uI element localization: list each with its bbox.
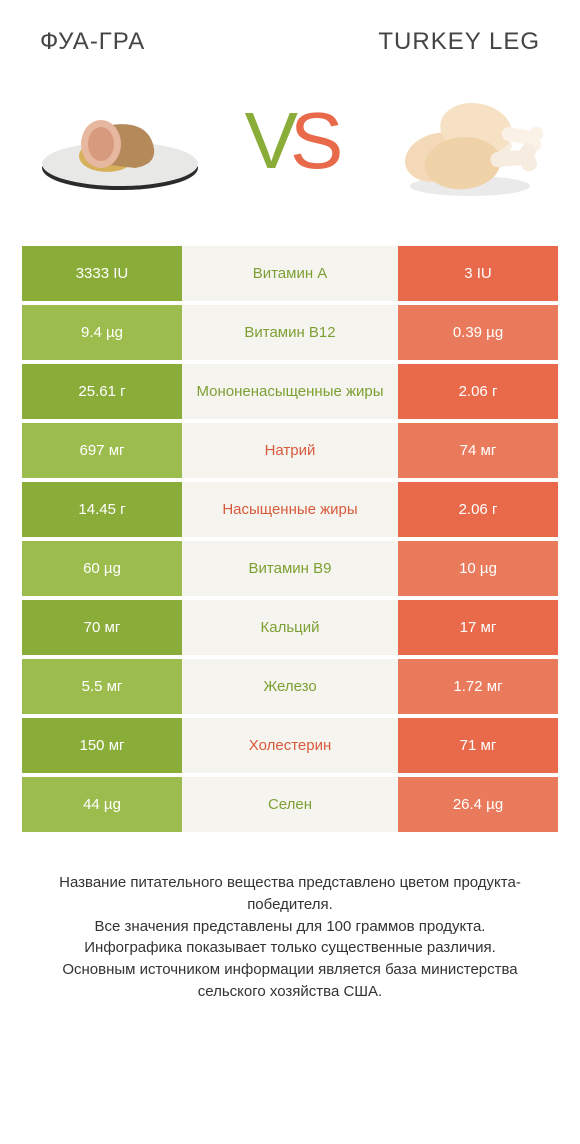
right-value: 71 мг bbox=[398, 718, 558, 773]
table-row: 697 мгНатрий74 мг bbox=[22, 423, 558, 478]
left-value: 70 мг bbox=[22, 600, 182, 655]
nutrient-label: Витамин B9 bbox=[182, 541, 398, 596]
foie-gras-icon bbox=[35, 86, 205, 196]
table-row: 14.45 гНасыщенные жиры2.06 г bbox=[22, 482, 558, 537]
footer-line: Инфографика показывает только существенн… bbox=[30, 937, 550, 959]
right-value: 0.39 µg bbox=[398, 305, 558, 360]
header: ФУА-ГРА TURKEY LEG bbox=[0, 0, 580, 66]
nutrient-label: Кальций bbox=[182, 600, 398, 655]
left-value: 44 µg bbox=[22, 777, 182, 832]
table-row: 3333 IUВитамин A3 IU bbox=[22, 246, 558, 301]
right-product-image bbox=[370, 76, 550, 206]
footer-line: Название питательного вещества представл… bbox=[30, 872, 550, 916]
footer-line: Все значения представлены для 100 граммо… bbox=[30, 916, 550, 938]
right-value: 2.06 г bbox=[398, 482, 558, 537]
table-row: 5.5 мгЖелезо1.72 мг bbox=[22, 659, 558, 714]
left-value: 697 мг bbox=[22, 423, 182, 478]
nutrient-label: Мононенасыщенные жиры bbox=[182, 364, 398, 419]
left-value: 60 µg bbox=[22, 541, 182, 596]
right-value: 10 µg bbox=[398, 541, 558, 596]
right-value: 17 мг bbox=[398, 600, 558, 655]
left-value: 9.4 µg bbox=[22, 305, 182, 360]
left-value: 14.45 г bbox=[22, 482, 182, 537]
left-value: 25.61 г bbox=[22, 364, 182, 419]
table-row: 44 µgСелен26.4 µg bbox=[22, 777, 558, 832]
footer-line: Основным источником информации является … bbox=[30, 959, 550, 1003]
nutrient-label: Железо bbox=[182, 659, 398, 714]
vs-v: V bbox=[245, 96, 290, 185]
vs-label: VS bbox=[245, 101, 336, 181]
right-value: 26.4 µg bbox=[398, 777, 558, 832]
table-row: 150 мгХолестерин71 мг bbox=[22, 718, 558, 773]
nutrient-label: Витамин A bbox=[182, 246, 398, 301]
right-value: 74 мг bbox=[398, 423, 558, 478]
nutrient-label: Насыщенные жиры bbox=[182, 482, 398, 537]
left-product-title: ФУА-ГРА bbox=[40, 28, 145, 56]
left-value: 150 мг bbox=[22, 718, 182, 773]
nutrient-label: Витамин B12 bbox=[182, 305, 398, 360]
left-product-image bbox=[30, 76, 210, 206]
nutrient-label: Холестерин bbox=[182, 718, 398, 773]
hero-row: VS bbox=[0, 66, 580, 236]
nutrient-label: Натрий bbox=[182, 423, 398, 478]
table-row: 25.61 гМононенасыщенные жиры2.06 г bbox=[22, 364, 558, 419]
nutrient-label: Селен bbox=[182, 777, 398, 832]
table-row: 9.4 µgВитамин B120.39 µg bbox=[22, 305, 558, 360]
turkey-leg-icon bbox=[375, 81, 545, 201]
table-row: 70 мгКальций17 мг bbox=[22, 600, 558, 655]
right-value: 3 IU bbox=[398, 246, 558, 301]
nutrition-table: 3333 IUВитамин A3 IU9.4 µgВитамин B120.3… bbox=[22, 246, 558, 832]
table-row: 60 µgВитамин B910 µg bbox=[22, 541, 558, 596]
left-value: 3333 IU bbox=[22, 246, 182, 301]
right-product-title: TURKEY LEG bbox=[378, 28, 540, 56]
left-value: 5.5 мг bbox=[22, 659, 182, 714]
right-value: 1.72 мг bbox=[398, 659, 558, 714]
vs-s: S bbox=[290, 96, 335, 185]
footer-notes: Название питательного вещества представл… bbox=[30, 872, 550, 1003]
right-value: 2.06 г bbox=[398, 364, 558, 419]
